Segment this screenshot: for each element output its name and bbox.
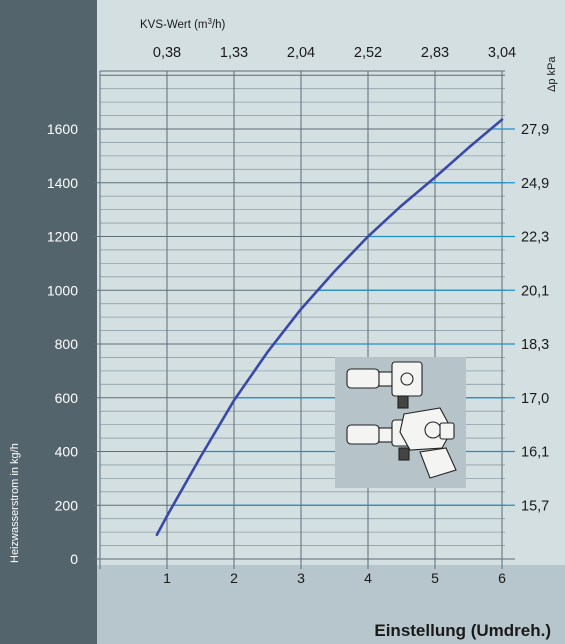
x-axis-title: Einstellung (Umdreh.) xyxy=(374,621,551,640)
left-band xyxy=(0,0,97,644)
right-axis-value: 17,0 xyxy=(521,391,549,407)
bottom-band xyxy=(97,565,565,644)
valve-neck xyxy=(378,371,393,387)
plot-background xyxy=(97,0,565,565)
top-axis-value: 0,38 xyxy=(153,45,181,61)
x-tick-label: 3 xyxy=(297,570,305,586)
right-axis-title: Δp kPa xyxy=(546,56,558,92)
x-tick-label: 5 xyxy=(431,570,439,586)
x-tick-label: 6 xyxy=(498,570,506,586)
axis-labels: 0 200 400 600 800 1000 1200 1400 1600 1 2 3 4 5 6 0,38 1… xyxy=(47,45,549,586)
y-tick-label: 400 xyxy=(55,444,79,460)
right-axis-value: 15,7 xyxy=(521,498,549,514)
y-tick-label: 200 xyxy=(55,497,79,513)
valve-connector xyxy=(439,422,455,440)
y-tick-label: 1000 xyxy=(47,282,78,298)
valve-actuator xyxy=(346,368,380,389)
valve-port xyxy=(400,372,414,386)
y-tick-label: 1600 xyxy=(47,121,78,137)
right-axis-value: 20,1 xyxy=(521,283,549,299)
valve-actuator xyxy=(346,424,380,445)
top-axis-value: 2,04 xyxy=(287,45,315,61)
flow-curve-line xyxy=(155,118,504,537)
top-axis-value: 3,04 xyxy=(488,45,516,61)
y-tick-label: 1400 xyxy=(47,175,78,191)
y-tick-label: 800 xyxy=(55,336,79,352)
valve-stem xyxy=(397,395,409,409)
valve-fitting xyxy=(419,447,457,479)
valve-port xyxy=(424,421,442,439)
right-axis-value: 16,1 xyxy=(521,445,549,461)
flow-curve xyxy=(155,118,504,537)
top-axis-value: 1,33 xyxy=(220,45,248,61)
top-axis-title-main: KVS-Wert (m xyxy=(140,19,208,31)
y-tick-label: 0 xyxy=(70,551,78,567)
y-tick-label: 1200 xyxy=(47,229,78,245)
x-tick-label: 1 xyxy=(163,570,171,586)
valve-neck xyxy=(378,427,393,443)
right-axis-value: 24,9 xyxy=(521,176,549,192)
x-tick-label: 4 xyxy=(364,570,372,586)
x-tick-label: 2 xyxy=(230,570,238,586)
y-tick-label: 600 xyxy=(55,390,79,406)
y-axis-title: Heizwasserstrom in kg/h xyxy=(9,443,21,563)
valve-illustration xyxy=(335,357,466,488)
top-axis-value: 2,83 xyxy=(421,45,449,61)
valve-stem xyxy=(398,447,410,461)
right-axis-value: 22,3 xyxy=(521,230,549,246)
right-axis-value: 27,9 xyxy=(521,122,549,138)
right-axis-value: 18,3 xyxy=(521,337,549,353)
top-axis-title-sup: 3 xyxy=(208,17,213,26)
top-axis-value: 2,52 xyxy=(354,45,382,61)
top-axis-title: KVS-Wert (m3/h) xyxy=(140,17,226,31)
top-axis-title-end: /h) xyxy=(212,19,226,31)
